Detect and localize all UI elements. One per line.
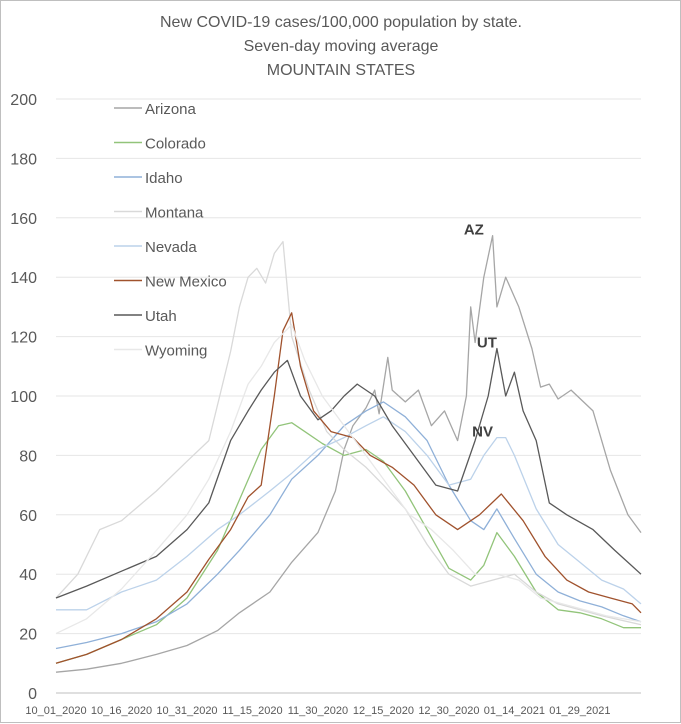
- x-tick-label: 10_01_2020: [25, 705, 86, 717]
- legend-label-utah: Utah: [145, 308, 177, 325]
- legend-label-idaho: Idaho: [145, 170, 183, 187]
- x-tick-label: 01_29_2021: [549, 705, 610, 717]
- y-tick-label: 0: [28, 686, 37, 703]
- series-lines: [55, 234, 642, 673]
- chart-title: New COVID-19 cases/100,000 population by…: [160, 14, 522, 79]
- annotation-az: AZ: [464, 222, 484, 239]
- chart-title-line-2: Seven-day moving average: [244, 38, 439, 55]
- series-line-idaho: [55, 401, 642, 650]
- legend-label-new-mexico: New Mexico: [145, 274, 227, 291]
- legend-label-arizona: Arizona: [145, 101, 197, 118]
- x-tick-label: 01_14_2021: [484, 705, 545, 717]
- series-line-colorado: [55, 422, 641, 664]
- y-tick-label: 80: [19, 448, 37, 465]
- y-axis-ticks: 0 20 40 60 80 100 120 140 160 180 200: [10, 92, 37, 703]
- annotation-ut: UT: [477, 334, 497, 351]
- annotations: AZ UT NV: [464, 222, 497, 441]
- y-tick-label: 120: [10, 330, 37, 347]
- y-tick-label: 160: [10, 211, 37, 228]
- x-tick-label: 11_30_2020: [288, 705, 348, 717]
- x-axis-ticks: 10_01_2020 10_16_2020 10_31_2020 11_15_2020…: [25, 705, 610, 717]
- x-tick-label: 12_30_2020: [418, 705, 479, 717]
- y-tick-label: 60: [19, 508, 37, 525]
- x-tick-label: 10_31_2020: [156, 705, 217, 717]
- y-tick-label: 100: [10, 389, 37, 406]
- x-tick-label: 10_16_2020: [91, 705, 152, 717]
- y-tick-label: 20: [19, 627, 37, 644]
- y-tick-label: 140: [10, 270, 37, 287]
- legend-label-colorado: Colorado: [145, 136, 206, 153]
- chart-title-line-3: MOUNTAIN STATES: [267, 62, 415, 79]
- series-line-wyoming: [55, 324, 642, 635]
- series-line-montana: [55, 240, 642, 626]
- chart-title-line-1: New COVID-19 cases/100,000 population by…: [160, 14, 522, 31]
- series-line-utah: [55, 347, 642, 599]
- series-line-new-mexico: [55, 312, 642, 664]
- legend-label-montana: Montana: [145, 205, 204, 222]
- gridlines: [56, 98, 641, 694]
- y-tick-label: 180: [10, 151, 37, 168]
- y-tick-label: 40: [19, 567, 37, 584]
- series-line-arizona: [55, 234, 642, 673]
- y-tick-label: 200: [10, 92, 37, 109]
- legend: Arizona Colorado Idaho Montana Nevada New Mex…: [114, 101, 227, 360]
- x-tick-label: 12_15_2020: [353, 705, 414, 717]
- legend-label-nevada: Nevada: [145, 239, 197, 256]
- annotation-nv: NV: [472, 424, 493, 441]
- legend-label-wyoming: Wyoming: [145, 343, 207, 360]
- x-tick-label: 11_15_2020: [222, 705, 282, 717]
- series-line-nevada: [56, 416, 642, 611]
